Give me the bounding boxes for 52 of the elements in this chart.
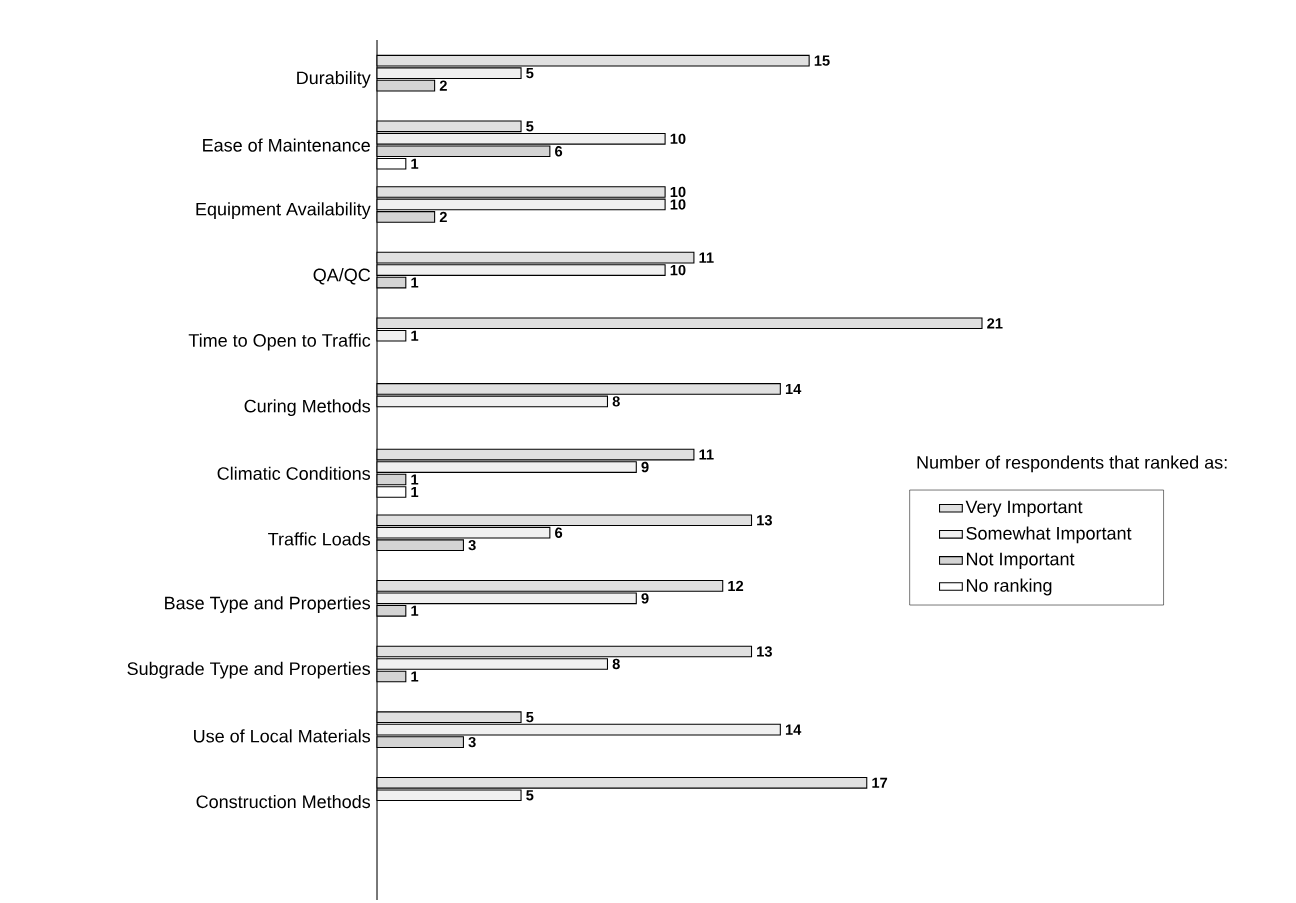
data-label: 11 — [699, 449, 714, 460]
legend-label: Somewhat Important — [966, 526, 1132, 544]
data-label: 1 — [411, 486, 419, 498]
data-label: 12 — [728, 580, 744, 591]
y-tick-label: QA/QC — [313, 268, 371, 285]
data-label: 14 — [785, 383, 802, 394]
y-tick-label: Durability — [297, 71, 371, 88]
data-label: 5 — [526, 68, 534, 79]
data-label: 10 — [670, 199, 686, 210]
y-tick-label: Ease of Maintenance — [203, 138, 370, 152]
y-tick-label: Time to Open to Traffic — [188, 333, 371, 351]
data-label: 2 — [439, 80, 447, 91]
y-tick-label: Use of Local Materials — [194, 729, 371, 743]
y-tick-label: Base Type and Properties — [165, 596, 371, 613]
legend-title: Number of respondents that ranked as: — [917, 455, 1227, 473]
data-label: 21 — [987, 318, 1003, 329]
data-label: 1 — [411, 671, 419, 682]
legend-label: Very Important — [965, 500, 1083, 517]
legend-label: Not Important — [966, 552, 1075, 569]
data-label: 5 — [526, 712, 534, 723]
data-label: 6 — [555, 146, 563, 157]
data-label: 13 — [757, 646, 772, 657]
data-label: 6 — [555, 527, 563, 538]
data-label: 17 — [872, 777, 888, 788]
data-label: 11 — [699, 252, 714, 263]
legend-label: No ranking — [966, 578, 1052, 596]
data-label: 5 — [526, 790, 534, 801]
data-label: 2 — [439, 211, 447, 223]
data-label: 10 — [670, 186, 686, 198]
data-label: 9 — [641, 593, 649, 604]
data-label: 5 — [526, 121, 534, 132]
y-tick-label: Curing Methods — [244, 399, 371, 417]
y-tick-label: Subgrade Type and Properties — [127, 661, 371, 679]
data-label: 1 — [411, 158, 419, 169]
data-label: 10 — [670, 133, 686, 144]
data-label: 14 — [785, 724, 802, 735]
y-tick-label: Construction Methods — [196, 794, 371, 809]
data-label: 1 — [411, 277, 419, 288]
data-label: 8 — [612, 658, 620, 670]
y-tick-label: Equipment Availability — [196, 202, 371, 220]
data-label: 13 — [757, 515, 772, 526]
data-label: 1 — [411, 330, 419, 341]
data-label: 1 — [411, 605, 419, 616]
data-label: 3 — [468, 736, 476, 748]
data-label: 9 — [641, 461, 649, 473]
y-tick-label: Traffic Loads — [268, 532, 371, 546]
data-label: 8 — [612, 396, 620, 407]
data-label: 15 — [814, 55, 830, 66]
y-tick-label: Climatic Conditions — [217, 466, 371, 480]
data-label: 1 — [411, 474, 419, 485]
data-label: 10 — [670, 264, 686, 276]
data-label: 3 — [468, 539, 476, 551]
